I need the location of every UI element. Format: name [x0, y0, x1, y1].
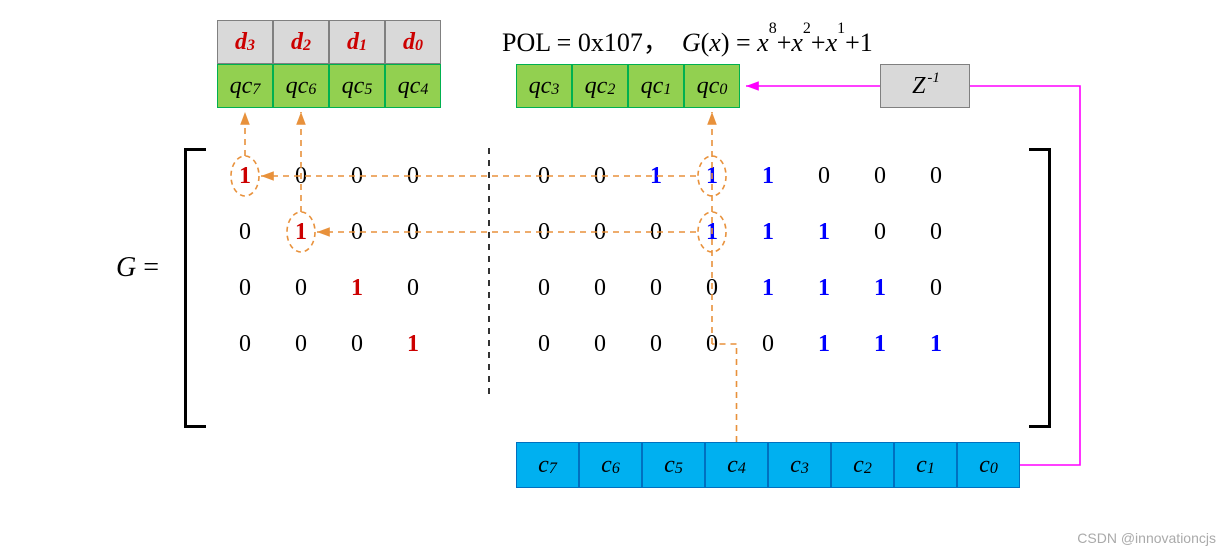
matrix-cell-r2-c10: 1 — [852, 260, 908, 316]
matrix-cell-r2-c6: 0 — [628, 260, 684, 316]
d-cell-0: d0 — [385, 20, 441, 64]
matrix-cell-r3-c2: 0 — [329, 316, 385, 372]
c-cell-5: c5 — [642, 442, 705, 488]
matrix-cell-r0-c7: 1 — [684, 148, 740, 204]
matrix-cell-r3-c5: 0 — [572, 316, 628, 372]
c-cell-4: c4 — [705, 442, 768, 488]
matrix-cell-r0-c8: 1 — [740, 148, 796, 204]
matrix-row-3: 000100000111 — [217, 316, 964, 372]
watermark: CSDN @innovationcjs — [1077, 530, 1216, 546]
matrix-cell-r1-c3: 0 — [385, 204, 441, 260]
matrix-cell-r1-c1: 1 — [273, 204, 329, 260]
matrix-cell-r1-c9: 1 — [796, 204, 852, 260]
bracket-left — [184, 148, 206, 151]
matrix-cell-r3-c6: 0 — [628, 316, 684, 372]
bracket-right — [1048, 148, 1051, 428]
qc-cell-6: qc6 — [273, 64, 329, 108]
polynomial-formula: POL = 0x107， G(x) = x8+x2+x1+1 — [502, 22, 873, 59]
matrix-cell-r2-c0: 0 — [217, 260, 273, 316]
qc-cell-1: qc1 — [628, 64, 684, 108]
matrix-cell-r0-c2: 0 — [329, 148, 385, 204]
matrix-cell-r3-c0: 0 — [217, 316, 273, 372]
matrix-cell-r2-c1: 0 — [273, 260, 329, 316]
matrix-cell-r2-c7: 0 — [684, 260, 740, 316]
c-cell-0: c0 — [957, 442, 1020, 488]
qc-cell-0: qc0 — [684, 64, 740, 108]
matrix-row-2: 001000001110 — [217, 260, 964, 316]
matrix-cell-r1-c10: 0 — [852, 204, 908, 260]
qc-cell-4: qc4 — [385, 64, 441, 108]
bracket-left — [184, 148, 187, 428]
matrix-cell-r3-c10: 1 — [852, 316, 908, 372]
matrix-cell-r0-c4: 0 — [516, 148, 572, 204]
d-cell-1: d1 — [329, 20, 385, 64]
matrix-cell-r1-c2: 0 — [329, 204, 385, 260]
matrix-cell-r1-c8: 1 — [740, 204, 796, 260]
matrix-cell-r1-c11: 0 — [908, 204, 964, 260]
qc-cell-2: qc2 — [572, 64, 628, 108]
matrix-cell-r2-c8: 1 — [740, 260, 796, 316]
matrix-cell-r0-c1: 0 — [273, 148, 329, 204]
c-cell-1: c1 — [894, 442, 957, 488]
d-cell-2: d2 — [273, 20, 329, 64]
matrix-cell-r3-c7: 0 — [684, 316, 740, 372]
matrix-cell-r1-c4: 0 — [516, 204, 572, 260]
matrix-cell-r1-c0: 0 — [217, 204, 273, 260]
qc-cell-7: qc7 — [217, 64, 273, 108]
matrix-cell-r3-c3: 1 — [385, 316, 441, 372]
matrix-cell-r3-c8: 0 — [740, 316, 796, 372]
matrix-cell-r2-c4: 0 — [516, 260, 572, 316]
z-inverse-box: Z -1 — [880, 64, 970, 108]
matrix-row-1: 010000011100 — [217, 204, 964, 260]
matrix-label-G: G = — [116, 252, 159, 284]
generator-matrix: 1000001110000100000111000010000011100001… — [217, 148, 964, 372]
c-cell-2: c2 — [831, 442, 894, 488]
bracket-left — [184, 425, 206, 428]
c-cell-6: c6 — [579, 442, 642, 488]
matrix-cell-r1-c6: 0 — [628, 204, 684, 260]
matrix-cell-r3-c9: 1 — [796, 316, 852, 372]
c-cell-3: c3 — [768, 442, 831, 488]
matrix-cell-r1-c5: 0 — [572, 204, 628, 260]
matrix-cell-r0-c0: 1 — [217, 148, 273, 204]
matrix-cell-r3-c11: 1 — [908, 316, 964, 372]
matrix-cell-r0-c6: 1 — [628, 148, 684, 204]
matrix-cell-r2-c2: 1 — [329, 260, 385, 316]
diagram-root: d3d2d1d0 qc7qc6qc5qc4 qc3qc2qc1qc0 Z -1 … — [0, 0, 1228, 552]
qc-cell-5: qc5 — [329, 64, 385, 108]
matrix-cell-r2-c5: 0 — [572, 260, 628, 316]
matrix-cell-r2-c11: 0 — [908, 260, 964, 316]
matrix-cell-r2-c3: 0 — [385, 260, 441, 316]
matrix-cell-r0-c5: 0 — [572, 148, 628, 204]
qc-cell-3: qc3 — [516, 64, 572, 108]
c-cell-7: c7 — [516, 442, 579, 488]
matrix-cell-r3-c1: 0 — [273, 316, 329, 372]
matrix-cell-r0-c3: 0 — [385, 148, 441, 204]
matrix-row-0: 100000111000 — [217, 148, 964, 204]
matrix-cell-r0-c10: 0 — [852, 148, 908, 204]
matrix-cell-r0-c11: 0 — [908, 148, 964, 204]
matrix-cell-r0-c9: 0 — [796, 148, 852, 204]
matrix-cell-r2-c9: 1 — [796, 260, 852, 316]
d-cell-3: d3 — [217, 20, 273, 64]
matrix-cell-r1-c7: 1 — [684, 204, 740, 260]
matrix-cell-r3-c4: 0 — [516, 316, 572, 372]
